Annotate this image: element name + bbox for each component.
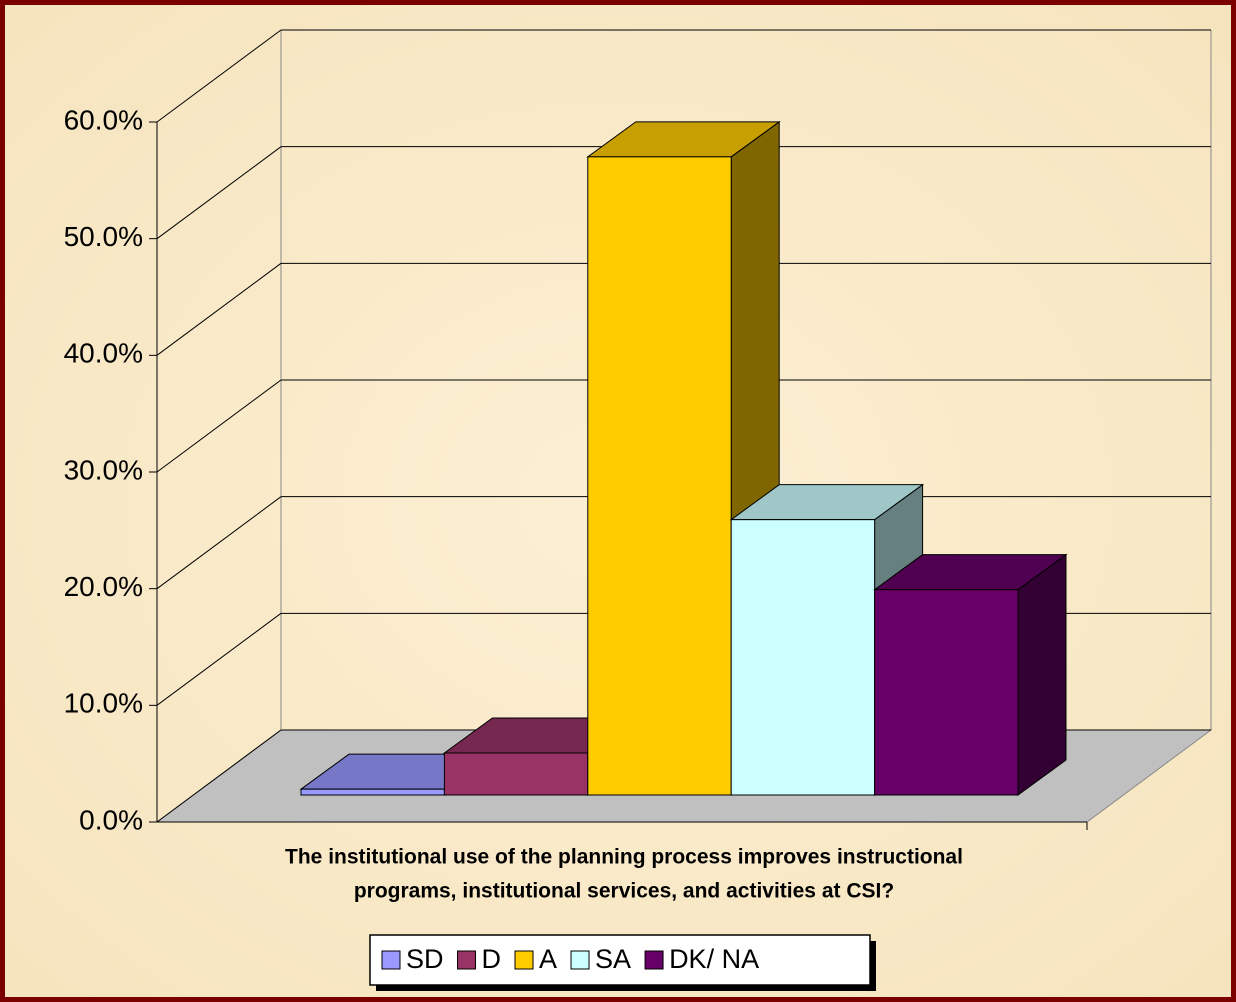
legend-label: DK/ NA: [669, 944, 759, 974]
plot-area: 0.0% 10.0% 20.0% 30.0% 40.0% 50.0% 60.0%: [64, 29, 1213, 835]
legend-label: A: [539, 944, 557, 974]
grid-line: [156, 262, 282, 356]
grid-line: [156, 146, 282, 240]
legend-swatch: [644, 950, 664, 970]
grid-line: [156, 729, 282, 823]
legend-items: SD D A SA DK/ NA: [381, 944, 759, 974]
grid-line: [156, 29, 282, 123]
y-tick-label: 0.0%: [79, 804, 143, 835]
grid-line: [156, 496, 282, 590]
bar: [587, 156, 732, 796]
legend-label: SA: [595, 944, 631, 974]
x-axis-label: programs, institutional services, and ac…: [354, 880, 894, 903]
legend-swatch: [514, 950, 534, 970]
bar-side: [1017, 553, 1067, 796]
y-tick-label: 50.0%: [64, 221, 143, 252]
x-axis-label: The institutional use of the planning pr…: [285, 846, 963, 869]
y-tick-label: 20.0%: [64, 571, 143, 602]
y-tick-label: 60.0%: [64, 104, 143, 135]
legend-label: D: [482, 944, 502, 974]
legend-swatch: [457, 950, 477, 970]
bar: [443, 752, 589, 796]
legend-label: SD: [406, 944, 444, 974]
y-tick-label: 40.0%: [64, 338, 143, 369]
y-tick-label: 10.0%: [64, 688, 143, 719]
grid-line: [156, 379, 282, 473]
grid-line: [156, 612, 282, 706]
bar: [300, 788, 445, 796]
legend: [369, 934, 871, 986]
y-tick-label: 30.0%: [64, 454, 143, 485]
bar: [730, 519, 876, 796]
bar: [874, 589, 1019, 796]
legend-swatch: [570, 950, 590, 970]
legend-swatch: [381, 950, 401, 970]
